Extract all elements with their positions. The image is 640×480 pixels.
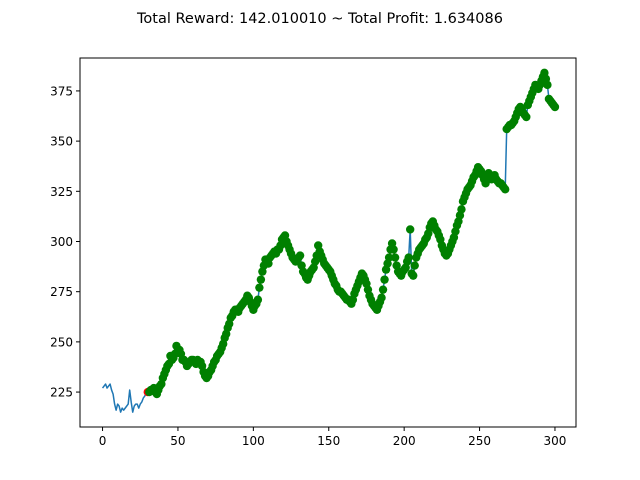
x-tick-label: 0 <box>99 434 107 448</box>
long-position-marker <box>295 251 305 260</box>
x-tick-label: 200 <box>393 434 416 448</box>
long-position-marker <box>405 225 415 234</box>
long-position-marker <box>501 185 510 194</box>
y-tick-label: 225 <box>50 386 73 400</box>
long-position-marker <box>256 275 266 284</box>
y-tick-label: 375 <box>50 84 73 98</box>
long-position-marker <box>389 245 398 254</box>
long-position-marker <box>409 271 418 280</box>
long-position-marker <box>522 112 531 122</box>
long-position-marker <box>390 253 400 262</box>
y-tick-label: 275 <box>50 285 73 299</box>
long-position-marker <box>255 283 264 292</box>
x-tick-label: 250 <box>468 434 491 448</box>
long-position-marker <box>404 253 413 262</box>
long-position-marker <box>378 285 388 294</box>
long-position-marker <box>410 261 419 270</box>
chart-title: Total Reward: 142.010010 ~ Total Profit:… <box>136 11 503 27</box>
x-tick-label: 100 <box>242 434 265 448</box>
long-position-marker <box>384 253 394 262</box>
x-tick-label: 50 <box>170 434 185 448</box>
y-tick-label: 250 <box>50 335 73 349</box>
long-position-marker <box>550 102 560 112</box>
long-position-marker <box>457 205 466 214</box>
position-markers <box>143 68 560 399</box>
axes: 0 50 100 150 200 250 300 225 250 275 300 325 350 375 <box>50 57 577 448</box>
y-tick-label: 300 <box>50 235 73 249</box>
x-tick-label: 300 <box>544 434 567 448</box>
long-position-marker <box>543 80 552 90</box>
y-tick-label: 325 <box>50 185 73 199</box>
x-tick-label: 150 <box>317 434 340 448</box>
axes-frame <box>79 57 577 428</box>
long-position-marker <box>380 275 389 284</box>
long-position-marker <box>377 293 386 302</box>
y-tick-label: 350 <box>50 135 73 149</box>
long-position-marker <box>253 295 263 304</box>
